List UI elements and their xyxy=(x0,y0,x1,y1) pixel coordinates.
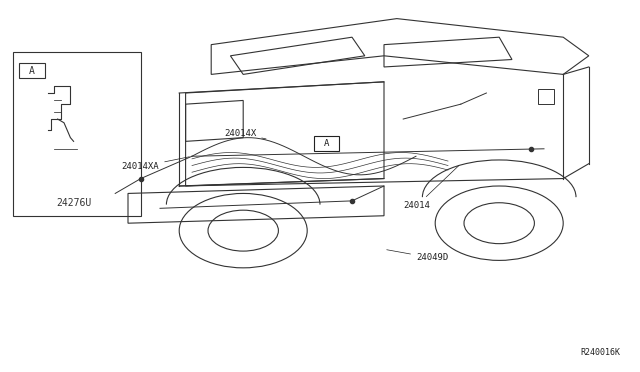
Bar xyxy=(538,89,554,104)
Text: 24014X: 24014X xyxy=(224,129,266,139)
Text: A: A xyxy=(324,139,329,148)
Bar xyxy=(13,52,141,216)
Text: 24014XA: 24014XA xyxy=(122,157,189,171)
Text: 24014: 24014 xyxy=(403,166,459,210)
Bar xyxy=(314,136,339,151)
Text: R240016K: R240016K xyxy=(581,348,621,357)
Text: 24276U: 24276U xyxy=(56,198,92,208)
Text: 24049D: 24049D xyxy=(387,250,448,262)
Bar xyxy=(19,63,45,78)
Text: A: A xyxy=(29,66,35,76)
